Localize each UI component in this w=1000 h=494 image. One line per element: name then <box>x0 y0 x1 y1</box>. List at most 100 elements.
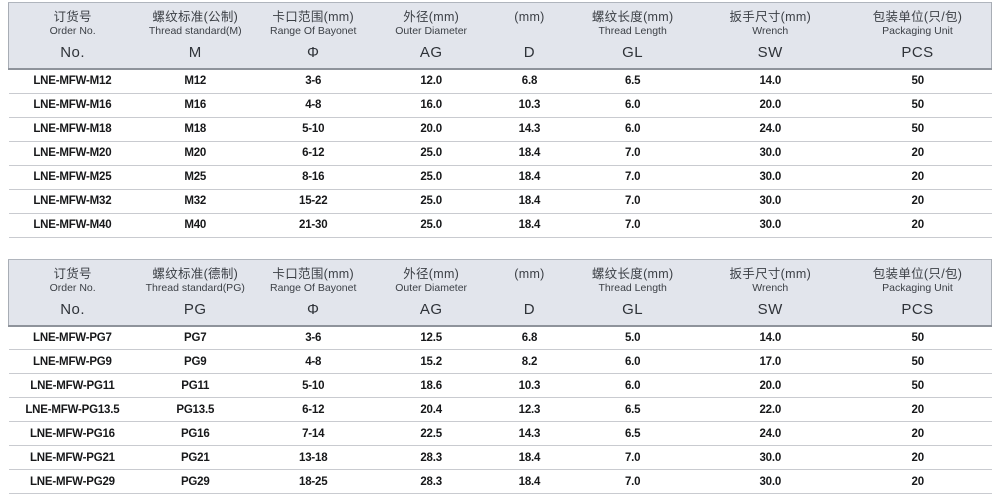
value-cell: 13-18 <box>254 446 372 470</box>
value-cell: 30.0 <box>697 165 844 189</box>
value-cell: 14.3 <box>490 117 569 141</box>
column-header-en: Thread Length <box>571 25 695 38</box>
value-cell: PG21 <box>136 446 254 470</box>
value-cell: 15-22 <box>254 189 372 213</box>
column-header-cn: (mm) <box>492 267 567 282</box>
value-cell: 4-8 <box>254 93 372 117</box>
column-header-symbol: D <box>492 44 567 62</box>
value-cell: 18-25 <box>254 470 372 494</box>
value-cell: 17.0 <box>697 350 844 374</box>
column-header-cn: 螺纹标准(公制) <box>138 10 252 25</box>
value-cell: 22.5 <box>372 422 490 446</box>
value-cell: 8.2 <box>490 350 569 374</box>
column-header-cn: 卡口范围(mm) <box>256 10 370 25</box>
value-cell: 20 <box>844 470 992 494</box>
value-cell: 22.0 <box>697 398 844 422</box>
column-header-cn: 包装单位(只/包) <box>846 10 989 25</box>
column-header-symbol: Φ <box>256 44 370 62</box>
value-cell: 20 <box>844 398 992 422</box>
value-cell: 25.0 <box>372 141 490 165</box>
value-cell: 50 <box>844 374 992 398</box>
value-cell: 6.8 <box>490 326 569 350</box>
value-cell: 20 <box>844 213 992 237</box>
value-cell: 20.0 <box>697 93 844 117</box>
value-cell: 7.0 <box>569 470 697 494</box>
value-cell: 18.4 <box>490 470 569 494</box>
column-header-en: Wrench <box>699 25 842 38</box>
value-cell: 15.2 <box>372 350 490 374</box>
value-cell: 24.0 <box>697 117 844 141</box>
order-no-cell: LNE-MFW-PG9 <box>9 350 137 374</box>
value-cell: M25 <box>136 165 254 189</box>
value-cell: 30.0 <box>697 189 844 213</box>
column-header-cn: 外径(mm) <box>374 10 488 25</box>
value-cell: 5-10 <box>254 117 372 141</box>
value-cell: 30.0 <box>697 470 844 494</box>
column-header: 螺纹长度(mm)Thread Length GL <box>569 3 697 70</box>
column-header-symbol: D <box>492 301 567 319</box>
column-header-en: Outer Diameter <box>374 282 488 295</box>
value-cell: 18.6 <box>372 374 490 398</box>
value-cell: 21-30 <box>254 213 372 237</box>
column-header-en: Thread standard(M) <box>138 25 252 38</box>
value-cell: M18 <box>136 117 254 141</box>
column-header-en: Packaging Unit <box>846 282 989 295</box>
value-cell: 24.0 <box>697 422 844 446</box>
value-cell: 10.3 <box>490 374 569 398</box>
value-cell: 6.0 <box>569 374 697 398</box>
value-cell: 50 <box>844 93 992 117</box>
value-cell: M12 <box>136 69 254 93</box>
value-cell: PG7 <box>136 326 254 350</box>
value-cell: 7.0 <box>569 213 697 237</box>
value-cell: 18.4 <box>490 213 569 237</box>
column-header-en: Order No. <box>11 25 134 38</box>
value-cell: 16.0 <box>372 93 490 117</box>
value-cell: PG13.5 <box>136 398 254 422</box>
order-no-cell: LNE-MFW-PG29 <box>9 470 137 494</box>
value-cell: 30.0 <box>697 446 844 470</box>
column-header-cn: (mm) <box>492 10 567 25</box>
value-cell: PG11 <box>136 374 254 398</box>
value-cell: 20 <box>844 422 992 446</box>
value-cell: PG9 <box>136 350 254 374</box>
column-header-cn: 扳手尺寸(mm) <box>699 267 842 282</box>
value-cell: 25.0 <box>372 189 490 213</box>
value-cell: 7.0 <box>569 165 697 189</box>
value-cell: 25.0 <box>372 213 490 237</box>
column-header-cn: 螺纹长度(mm) <box>571 10 695 25</box>
value-cell: PG29 <box>136 470 254 494</box>
order-no-cell: LNE-MFW-PG11 <box>9 374 137 398</box>
column-header-symbol: AG <box>374 44 488 62</box>
value-cell: 20 <box>844 446 992 470</box>
column-header-en <box>492 282 567 295</box>
column-header-symbol: PG <box>138 301 252 319</box>
value-cell: 28.3 <box>372 446 490 470</box>
column-header-en: Thread Length <box>571 282 695 295</box>
value-cell: 50 <box>844 117 992 141</box>
value-cell: 30.0 <box>697 213 844 237</box>
column-header-symbol: Φ <box>256 301 370 319</box>
order-no-cell: LNE-MFW-PG7 <box>9 326 137 350</box>
value-cell: 3-6 <box>254 326 372 350</box>
value-cell: 7.0 <box>569 189 697 213</box>
value-cell: 20.0 <box>697 374 844 398</box>
order-no-cell: LNE-MFW-M20 <box>9 141 137 165</box>
value-cell: 6-12 <box>254 141 372 165</box>
value-cell: 5.0 <box>569 326 697 350</box>
column-header-symbol: GL <box>571 44 695 62</box>
